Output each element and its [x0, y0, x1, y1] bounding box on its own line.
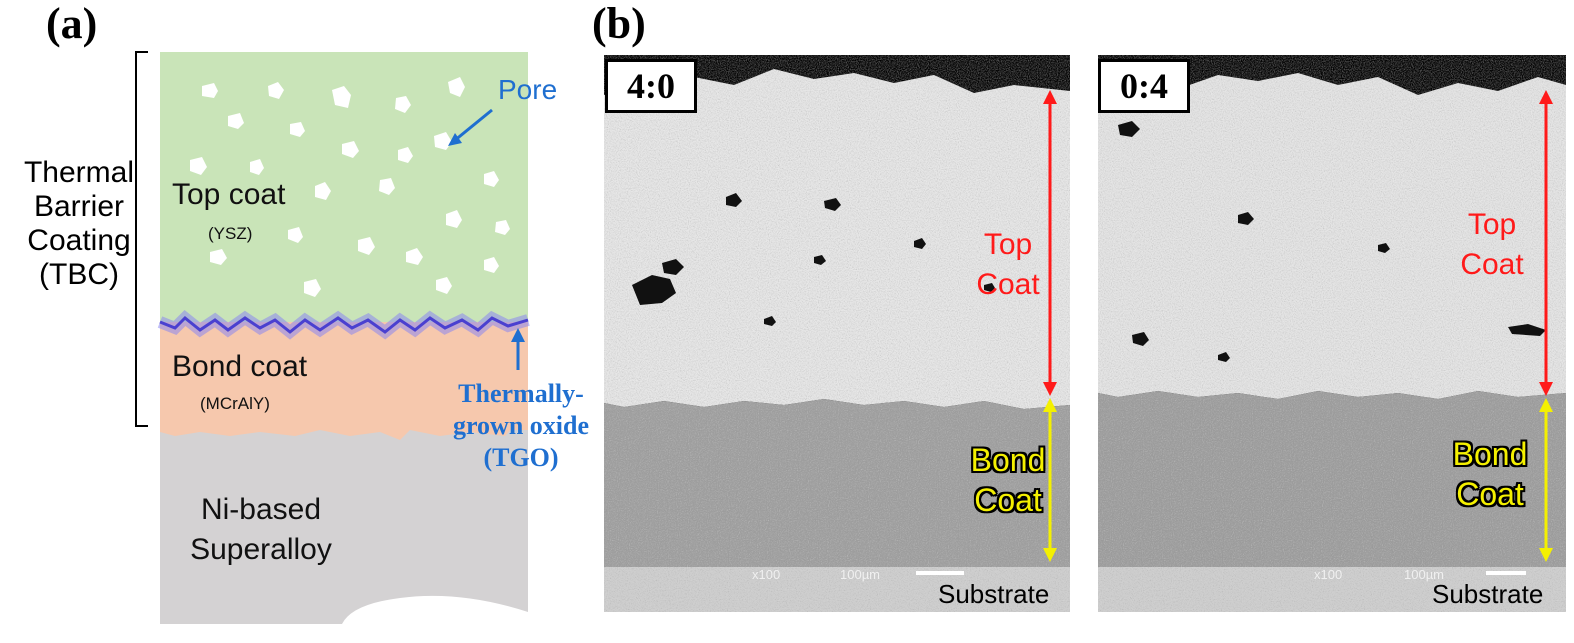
micrograph-4-0: x100 100µm — [604, 55, 1070, 612]
pore-label: Pore — [498, 74, 558, 105]
top-coat-subtitle: (YSZ) — [208, 224, 253, 243]
scale-length: 100µm — [840, 567, 881, 582]
pore-arrow — [453, 108, 493, 143]
thickness-arrows-1 — [1043, 90, 1057, 562]
bond-coat-subtitle: (MCrAlY) — [200, 394, 270, 413]
ratio-tag-0-4: 0:4 — [1098, 59, 1190, 113]
substrate-label-2: Substrate — [1432, 579, 1544, 609]
scale-magnification: x100 — [752, 567, 781, 582]
substrate-label-1: Substrate — [938, 579, 1050, 609]
panel-b-label: (b) — [592, 0, 646, 48]
tgo-arrowhead — [511, 328, 525, 342]
bond-coat-layer — [160, 322, 528, 440]
tgo-label: Thermally-grown oxide (TGO) — [452, 379, 590, 472]
tbc-schematic — [135, 51, 530, 624]
bond-coat-label-2: Bond Coat — [1452, 436, 1528, 512]
scale-magnification: x100 — [1314, 567, 1343, 582]
bond-coat-title: Bond coat — [172, 350, 308, 383]
tgo-line — [159, 315, 529, 334]
top-coat-title: Top coat — [172, 178, 286, 211]
scale-bar — [1486, 571, 1526, 575]
micrograph-0-4: x100 100µm — [1098, 55, 1566, 612]
thickness-arrows-2 — [1539, 90, 1553, 562]
top-coat-label-2: Top Coat — [1460, 208, 1524, 281]
pore-arrowhead — [448, 133, 462, 146]
top-coat-label-1: Top Coat — [976, 228, 1040, 301]
substrate-title: Ni-based Superalloy — [190, 493, 332, 566]
scale-length: 100µm — [1404, 567, 1445, 582]
scale-bar — [916, 571, 964, 575]
tbc-label: Thermal Barrier Coating (TBC) — [23, 156, 135, 291]
substrate-layer — [160, 425, 528, 624]
panel-a-label: (a) — [46, 0, 98, 48]
bond-coat-label-1: Bond Coat — [970, 442, 1046, 518]
tbc-bracket — [135, 51, 148, 427]
ratio-tag-4-0: 4:0 — [605, 59, 697, 113]
pores — [190, 77, 510, 297]
